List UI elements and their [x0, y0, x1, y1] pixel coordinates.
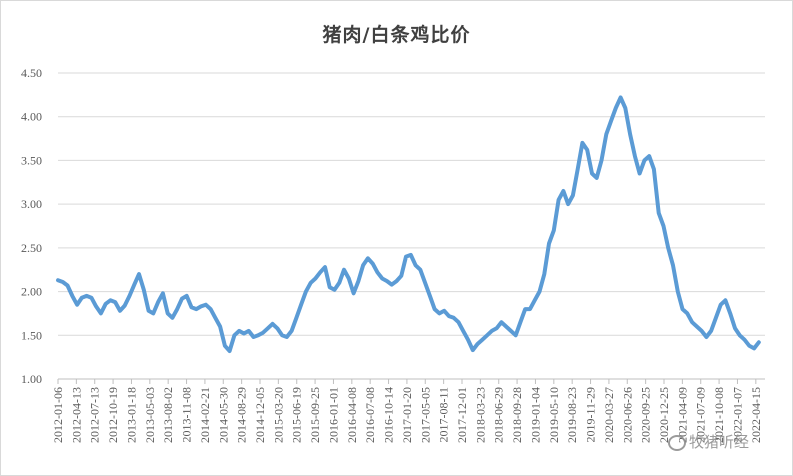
x-tick-label: 2016-07-08 — [363, 387, 377, 443]
x-tick-label: 2015-09-25 — [308, 387, 322, 443]
chart-title: 猪肉/白条鸡比价 — [322, 24, 471, 46]
gridlines — [58, 72, 765, 336]
watermark: 牧猪听经 — [668, 431, 749, 452]
y-tick-label: 4.50 — [21, 66, 42, 80]
x-tick-label: 2014-05-30 — [216, 387, 230, 443]
x-tick-label: 2021-07-09 — [694, 387, 708, 443]
y-tick-label: 2.00 — [21, 285, 42, 299]
x-tick-label: 2016-10-14 — [382, 387, 396, 443]
x-axis-ticks: 2012-01-06 2012-04-13 2012-07-13 2012-10-19… — [51, 387, 763, 443]
y-tick-label: 4.00 — [21, 110, 42, 124]
x-tick-label: 2012-10-19 — [106, 387, 120, 443]
x-tick-label: 2012-04-13 — [69, 387, 83, 443]
x-tick-label: 2019-11-29 — [584, 387, 598, 443]
x-tick-label: 2015-03-20 — [271, 387, 285, 443]
x-tick-label: 2012-07-13 — [88, 387, 102, 443]
x-tick-label: 2017-05-05 — [418, 387, 432, 443]
x-tick-label: 2020-03-27 — [602, 387, 616, 443]
x-tick-label: 2017-01-20 — [400, 387, 414, 443]
x-tick-label: 2013-11-08 — [180, 387, 194, 443]
x-tick-label: 2018-06-29 — [492, 387, 506, 443]
x-tick-label: 2020-12-25 — [657, 387, 671, 443]
x-tick-label: 2019-08-23 — [565, 387, 579, 443]
x-tick-label: 2020-09-25 — [639, 387, 653, 443]
y-tick-label: 1.00 — [21, 372, 42, 386]
series-group — [56, 95, 761, 353]
x-tick-label: 2013-01-18 — [124, 387, 138, 443]
x-tick-label: 2012-01-06 — [51, 387, 65, 443]
x-tick-label: 2014-02-21 — [198, 387, 212, 443]
y-tick-label: 3.50 — [21, 153, 42, 167]
x-tick-label: 2017-08-11 — [437, 387, 451, 443]
x-tick-label: 2013-05-03 — [143, 387, 157, 443]
watermark-text: 牧猪听经 — [689, 433, 750, 451]
x-tick-label: 2017-12-01 — [455, 387, 469, 443]
x-axis — [57, 378, 765, 384]
x-tick-label: 2016-04-08 — [345, 387, 359, 443]
x-tick-label: 2018-03-23 — [473, 387, 487, 443]
x-tick-label: 2014-12-05 — [253, 387, 267, 443]
x-tick-label: 2021-10-08 — [712, 387, 726, 443]
x-tick-label: 2018-09-28 — [510, 387, 524, 443]
y-tick-label: 2.50 — [21, 241, 42, 255]
wechat-icon — [668, 434, 686, 451]
x-tick-label: 2016-01-01 — [326, 387, 340, 443]
x-tick-label: 2014-08-29 — [235, 387, 249, 443]
x-tick-label: 2022-04-15 — [749, 387, 763, 443]
y-axis-ticks: 1.00 1.50 2.00 2.50 3.00 3.50 4.00 4.50 — [21, 66, 42, 386]
x-tick-label: 2020-06-26 — [620, 387, 634, 443]
x-tick-label: 2015-06-19 — [290, 387, 304, 443]
series-line — [56, 95, 761, 353]
x-tick-label: 2019-05-10 — [547, 387, 561, 443]
x-tick-label: 2021-04-09 — [675, 387, 689, 443]
x-tick-label: 2013-08-02 — [161, 387, 175, 443]
x-tick-label: 2019-01-04 — [528, 387, 542, 443]
y-tick-label: 1.50 — [21, 328, 42, 342]
y-tick-label: 3.00 — [21, 197, 42, 211]
x-tick-label: 2022-01-07 — [730, 387, 744, 443]
